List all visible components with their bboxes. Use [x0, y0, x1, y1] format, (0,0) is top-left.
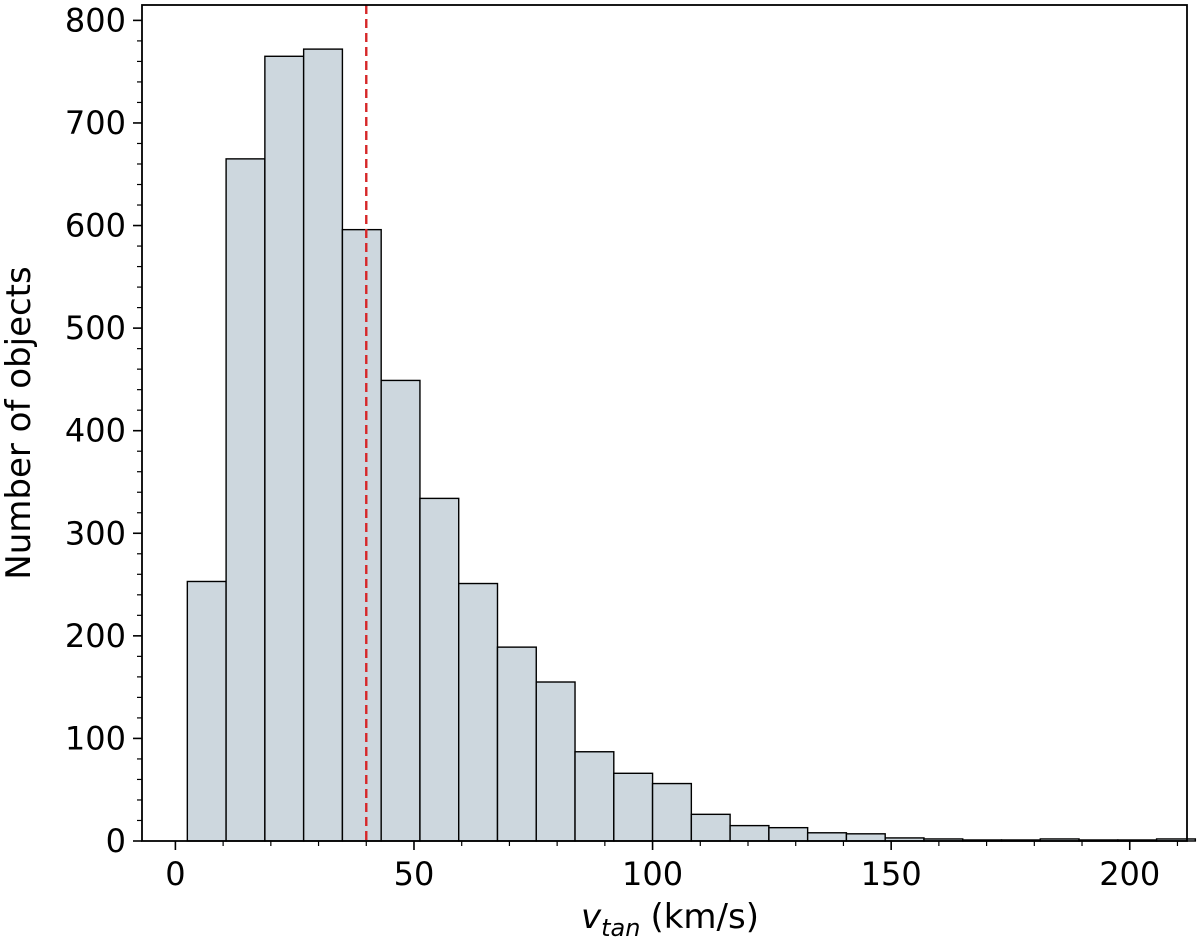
- x-tick-label: 150: [861, 855, 922, 893]
- y-tick-label: 100: [65, 719, 126, 757]
- x-axis: 0 50 100 150 200: [165, 841, 1179, 893]
- histogram-bar: [806, 832, 848, 842]
- histogram-bar: [729, 824, 770, 842]
- x-tick-label: 100: [622, 855, 683, 893]
- x-axis-label: vtan (km/s): [581, 897, 759, 942]
- x-axis-label-symbol: v: [581, 897, 602, 937]
- y-tick-label: 300: [65, 514, 126, 552]
- histogram-bar: [458, 582, 499, 842]
- histogram-bar: [535, 681, 576, 842]
- histogram-bar: [186, 580, 227, 842]
- histogram-bar: [768, 826, 809, 842]
- histogram-bar: [690, 813, 731, 842]
- histogram-bar: [496, 646, 537, 842]
- histogram-bars: [186, 48, 1197, 842]
- histogram-bar: [264, 55, 305, 842]
- y-axis: 0 100 200 300 400 500 600 700 800: [65, 1, 142, 860]
- y-tick-label: 700: [65, 104, 126, 142]
- histogram-bar: [419, 497, 460, 842]
- x-axis-label-subscript: tan: [601, 914, 640, 942]
- histogram-bar: [651, 782, 693, 842]
- x-tick-label: 50: [394, 855, 435, 893]
- y-tick-label: 0: [106, 822, 126, 860]
- y-axis-label: Number of objects: [0, 266, 39, 579]
- plot-frame: [141, 4, 1188, 842]
- histogram-bar: [845, 833, 886, 842]
- y-tick-label: 800: [65, 1, 126, 39]
- histogram-bar: [574, 751, 615, 842]
- y-tick-label: 500: [65, 309, 126, 347]
- histogram-bar: [380, 379, 421, 842]
- x-axis-label-units: (km/s): [650, 897, 759, 937]
- y-tick-label: 200: [65, 617, 126, 655]
- histogram-bar: [225, 158, 266, 842]
- histogram-bar: [302, 48, 344, 842]
- x-tick-label: 0: [165, 855, 185, 893]
- x-tick-label: 200: [1099, 855, 1160, 893]
- y-tick-label: 400: [65, 412, 126, 450]
- histogram-bar: [341, 228, 382, 842]
- histogram-bar: [613, 772, 654, 842]
- y-tick-label: 600: [65, 207, 126, 245]
